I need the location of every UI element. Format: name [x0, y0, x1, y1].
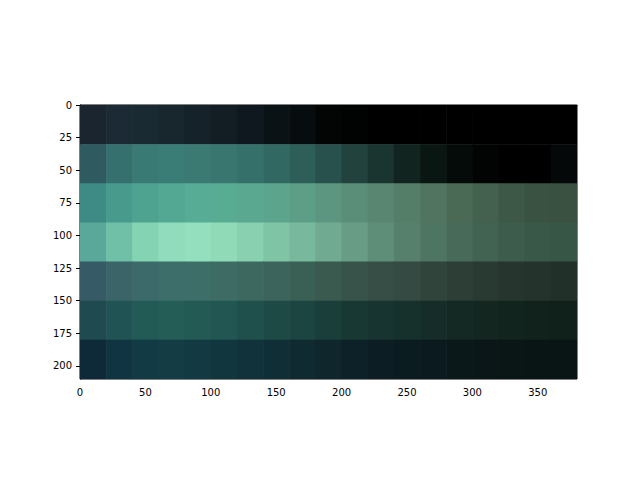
- svg-text:175: 175: [53, 328, 72, 339]
- svg-text:200: 200: [332, 387, 351, 398]
- svg-text:250: 250: [397, 387, 416, 398]
- svg-text:150: 150: [53, 295, 72, 306]
- svg-text:75: 75: [59, 197, 72, 208]
- svg-text:50: 50: [139, 387, 152, 398]
- svg-text:50: 50: [59, 165, 72, 176]
- svg-text:25: 25: [59, 132, 72, 143]
- svg-text:100: 100: [201, 387, 220, 398]
- svg-text:100: 100: [53, 230, 72, 241]
- svg-text:150: 150: [267, 387, 286, 398]
- svg-text:125: 125: [53, 263, 72, 274]
- svg-text:0: 0: [66, 100, 72, 111]
- svg-text:200: 200: [53, 360, 72, 371]
- svg-text:350: 350: [528, 387, 547, 398]
- svg-text:0: 0: [77, 387, 83, 398]
- svg-text:300: 300: [463, 387, 482, 398]
